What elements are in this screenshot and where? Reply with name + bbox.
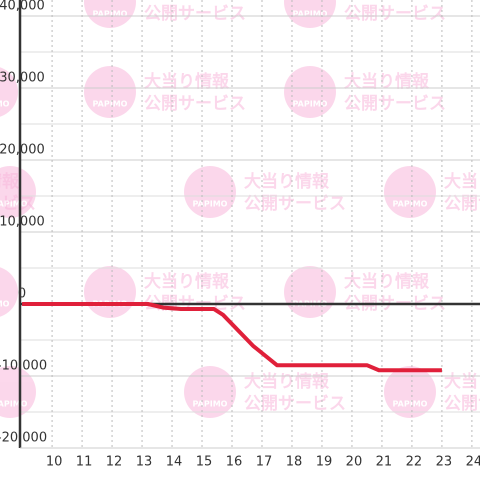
- watermark-text: 大当り情報: [344, 0, 430, 2]
- watermark-logo: [184, 366, 236, 418]
- data-line: [22, 302, 442, 373]
- watermark-logo: [0, 166, 36, 218]
- watermark-logo-text: PAPIMO: [0, 200, 28, 209]
- x-tick-label: 12: [106, 455, 123, 470]
- watermark-text: 公開サービス: [144, 94, 246, 114]
- watermark: PAPIMO: [0, 366, 36, 418]
- watermark-logo-text: PAPIMO: [293, 10, 328, 19]
- watermarks: PAPIMOPAPIMO大当り情報公開サービスPAPIMO大当り情報公開サービス…: [0, 0, 480, 418]
- watermark-logo-text: PAPIMO: [0, 300, 10, 309]
- watermark-text: 大当り情報: [144, 271, 230, 292]
- x-tick-label: 23: [436, 455, 453, 470]
- watermark-logo-text: PAPIMO: [393, 400, 428, 409]
- watermark-logo-text: PAPIMO: [193, 200, 228, 209]
- watermark: PAPIMO: [0, 166, 36, 218]
- watermark-logo: [0, 366, 36, 418]
- watermark-logo-text: PAPIMO: [0, 400, 28, 409]
- watermark-logo: [84, 66, 136, 118]
- x-tick-label: 17: [256, 455, 273, 470]
- x-tick-label: 15: [196, 455, 213, 470]
- y-tick-label: -10,000: [0, 359, 47, 374]
- x-tick-label: 10: [46, 455, 63, 470]
- watermark-logo-text: PAPIMO: [293, 100, 328, 109]
- watermark: PAPIMO: [0, 267, 18, 317]
- y-tick-label: 30,000: [0, 71, 45, 86]
- x-tick-label: 21: [376, 455, 393, 470]
- watermark-text: 公開サービス: [244, 394, 346, 414]
- watermark-logo: [184, 166, 236, 218]
- y-tick-label: 40,000: [0, 0, 45, 14]
- watermark-logo: [0, 267, 18, 317]
- y-tick-label: 20,000: [0, 143, 45, 158]
- watermark-text: 公開サービス: [144, 4, 246, 24]
- x-tick-label: 24: [466, 455, 480, 470]
- x-tick-label: 20: [346, 455, 363, 470]
- watermark: PAPIMO: [0, 67, 18, 117]
- watermark-logo: [384, 366, 436, 418]
- x-tick-label: 16: [226, 455, 243, 470]
- watermark-logo: [84, 0, 136, 28]
- watermark-text: 公開サービス: [344, 94, 446, 114]
- watermark-logo-text: PAPIMO: [93, 10, 128, 19]
- watermark-logo-text: PAPIMO: [193, 400, 228, 409]
- x-tick-label: 18: [286, 455, 303, 470]
- watermark-text: 大当り情報: [244, 371, 330, 392]
- watermark-logo: [284, 0, 336, 28]
- watermark-logo-text: PAPIMO: [93, 100, 128, 109]
- watermark-logo: [284, 66, 336, 118]
- x-tick-label: 13: [136, 455, 153, 470]
- watermark-text: 公開サービス: [444, 194, 480, 214]
- watermark-logo-text: PAPIMO: [0, 100, 10, 109]
- watermark-text: 公開サービス: [344, 4, 446, 24]
- x-tick-label: 14: [166, 455, 183, 470]
- watermark-text: 公開サービス: [444, 394, 480, 414]
- watermark-logo: [84, 266, 136, 318]
- plot: [22, 302, 442, 373]
- watermark-text: 大当り情報: [144, 71, 230, 92]
- y-tick-label: 10,000: [0, 215, 45, 230]
- y-tick-label: 0: [18, 287, 26, 302]
- watermark-text: 大当り情報: [244, 171, 330, 192]
- watermark-logo: [0, 67, 18, 117]
- watermark-text: 大当り情報: [344, 71, 430, 92]
- watermark-text: 大当り情報: [444, 171, 480, 192]
- watermark-logo-text: PAPIMO: [393, 200, 428, 209]
- x-tick-label: 19: [316, 455, 333, 470]
- x-tick-label: 22: [406, 455, 423, 470]
- watermark-text: 大当り情報: [144, 0, 230, 2]
- watermark-text: 公開サービス: [244, 194, 346, 214]
- watermark-text: 大当り情報: [444, 371, 480, 392]
- x-tick-label: 11: [76, 455, 93, 470]
- watermark-logo: [384, 166, 436, 218]
- y-tick-label: -20,000: [0, 431, 47, 446]
- watermark-text: 大当り情報: [344, 271, 430, 292]
